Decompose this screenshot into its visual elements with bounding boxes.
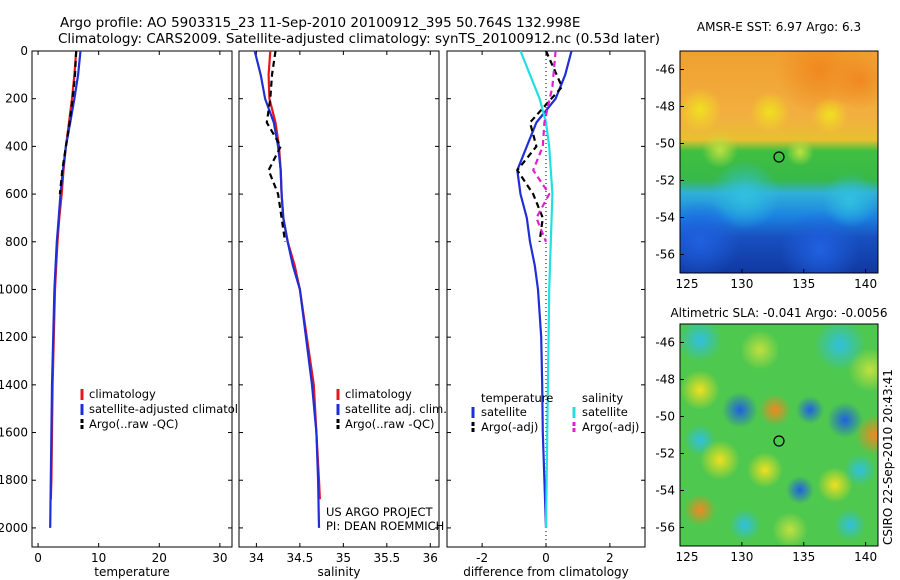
map-y-tick-label: -46 [655,336,675,350]
legend-label: Argo(..raw -QC) [89,417,179,431]
difference-profile-xlabel: difference from climatology [463,565,629,579]
legend-label: Argo(..raw -QC) [345,417,435,431]
temperature-profile-panel: 0 10 20 30 temperature 0 200 400 600 800 1000 1200 1… [0,44,259,579]
y-tick-label: 1000 [0,282,28,296]
sla-argo-marker [773,435,785,447]
legend-title: salinity [582,391,623,405]
legend-label: satellite [582,405,628,419]
x-tick-label: 0 [34,551,42,565]
series-salinity-argo-adj- [532,50,557,243]
series-salinity-satellite [519,50,554,528]
x-tick-label: -2 [476,551,488,565]
y-tick-label: 1600 [0,426,28,440]
legend-label: satellite adj. clim. [345,402,447,416]
sst-argo-marker [773,151,785,163]
x-tick-label: 35 [336,551,351,565]
map-x-tick-label: 130 [730,277,753,291]
map-y-tick-label: -52 [655,447,675,461]
y-tick-label: 200 [5,92,28,106]
sla-map-panel: Altimetric SLA: -0.041 Argo: -0.0056 [655,306,887,564]
temperature-profile-frame [31,50,233,548]
legend-label: satellite [481,405,527,419]
y-tick-label: 2000 [0,521,28,535]
map-y-tick-label: -48 [655,373,675,387]
project-credit-line-2: PI: DEAN ROEMMICH [326,519,444,533]
x-tick-label: 35.5 [373,551,400,565]
map-y-tick-label: -56 [655,521,675,535]
y-tick-label: 600 [5,187,28,201]
x-tick-label: 20 [152,551,167,565]
sla-map-title: Altimetric SLA: -0.041 Argo: -0.0056 [670,306,887,320]
map-y-tick-label: -46 [655,63,675,77]
series-temperature-argo-adj- [516,50,564,242]
sst-map-panel: AMSR-E SST: 6.97 Argo: 6.3 125 130 135 140 -… [655,20,879,291]
x-tick-label: 34.5 [287,551,314,565]
legend-label: climatology [89,387,156,401]
x-tick-label: 30 [212,551,227,565]
header-line-1: Argo profile: AO 5903315_23 11-Sep-2010 … [60,15,580,31]
series-argo-raw-qc- [265,50,287,242]
legend-label: Argo(-adj) [582,420,639,434]
y-tick-label: 400 [5,139,28,153]
y-tick-label: 800 [5,235,28,249]
legend-title: temperature [481,391,553,405]
legend-label: Argo(-adj) [481,420,538,434]
legend-label: climatology [345,387,412,401]
temperature-profile-xlabel: temperature [94,565,169,579]
y-tick-label: 1400 [0,378,28,392]
map-x-tick-label: 135 [792,277,815,291]
y-tick-label: 1800 [0,473,28,487]
x-tick-label: 0 [542,551,550,565]
map-x-tick-label: 135 [792,550,815,564]
salinity-profile-frame [238,50,440,548]
map-x-tick-label: 130 [730,550,753,564]
side-credit: CSIRO 22-Sep-2010 20:43:41 [881,369,895,545]
map-y-tick-label: -52 [655,174,675,188]
map-y-tick-label: -50 [655,137,675,151]
map-x-tick-label: 140 [854,277,877,291]
legend-label: satellite-adjusted climatology [89,402,259,416]
salinity-profile-xlabel: salinity [317,565,360,579]
x-tick-label: 10 [91,551,106,565]
map-y-tick-label: -54 [655,211,675,225]
x-tick-label: 36 [423,551,438,565]
y-tick-label: 1200 [0,330,28,344]
y-tick-label: 0 [20,44,28,58]
x-tick-label: 2 [606,551,614,565]
map-x-tick-label: 125 [676,277,699,291]
sst-map-title: AMSR-E SST: 6.97 Argo: 6.3 [697,20,861,34]
x-tick-label: 34 [249,551,264,565]
map-x-tick-label: 140 [854,550,877,564]
map-y-tick-label: -56 [655,248,675,262]
map-y-tick-label: -48 [655,100,675,114]
series-argo-raw-qc- [58,50,78,195]
project-credit-line-1: US ARGO PROJECT [326,505,434,519]
salinity-profile-panel: 34 34.5 35 35.5 36 salinity climatologysatelli… [238,50,447,579]
header-line-2: Climatology: CARS2009. Satellite-adjuste… [58,31,660,47]
map-y-tick-label: -50 [655,410,675,424]
map-x-tick-label: 125 [676,550,699,564]
map-y-tick-label: -54 [655,484,675,498]
series-satellite-adjusted-climatology [49,50,82,528]
series-satellite-adj-clim- [253,50,321,528]
